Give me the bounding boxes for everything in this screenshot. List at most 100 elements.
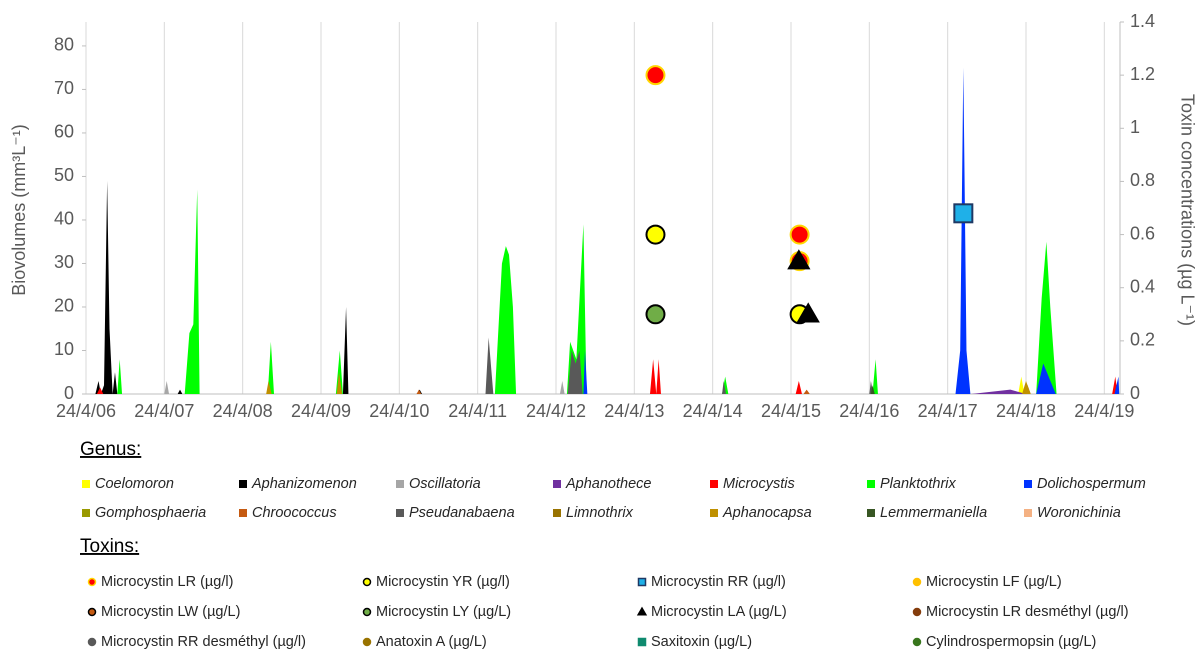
legend-marker xyxy=(362,577,372,587)
toxin-point xyxy=(953,203,974,224)
legend-label: Microcystis xyxy=(723,476,795,492)
legend-swatch xyxy=(396,480,404,488)
legend-swatch xyxy=(553,480,561,488)
legend-label: Aphanocapsa xyxy=(722,505,812,521)
legend-swatch xyxy=(396,509,404,517)
legend-marker xyxy=(912,607,922,617)
area xyxy=(870,385,875,394)
legend-swatch xyxy=(1024,480,1032,488)
legend-label: Planktothrix xyxy=(880,476,957,492)
y-tick-label: 0 xyxy=(64,383,74,403)
legend-label: Microcystin LY (µg/L) xyxy=(376,604,511,620)
x-tick-label: 24/4/12 xyxy=(526,401,586,421)
legend-title: Toxins: xyxy=(80,536,139,557)
legend-swatch xyxy=(1024,509,1032,517)
area xyxy=(95,180,423,394)
legend-label: Microcystin YR (µg/l) xyxy=(376,574,510,590)
legend-swatch xyxy=(553,509,561,517)
y2-tick-label: 0.6 xyxy=(1130,223,1155,243)
legend-label: Limnothrix xyxy=(566,505,634,521)
y-tick-label: 20 xyxy=(54,296,74,316)
legend-label: Lemmermaniella xyxy=(880,505,987,521)
legend-marker xyxy=(637,577,647,587)
area xyxy=(266,372,1031,394)
legend-label: Woronichinia xyxy=(1037,505,1121,521)
legend-swatch xyxy=(82,480,90,488)
legend-label: Coelomoron xyxy=(95,476,174,492)
x-tick-label: 24/4/17 xyxy=(918,401,978,421)
toxin-point xyxy=(645,65,666,86)
legend-marker xyxy=(912,637,922,647)
x-tick-label: 24/4/10 xyxy=(369,401,429,421)
y-tick-label: 80 xyxy=(54,35,74,55)
legend-label: Microcystin LA (µg/L) xyxy=(651,604,787,620)
x-tick-label: 24/4/11 xyxy=(448,401,507,421)
x-tick-label: 24/4/06 xyxy=(56,401,116,421)
legend-swatch xyxy=(710,480,718,488)
legend-marker xyxy=(912,577,922,587)
toxin-point xyxy=(787,249,811,270)
legend-label: Aphanizomenon xyxy=(251,476,357,492)
legend-marker xyxy=(87,637,97,647)
toxin-point xyxy=(796,302,820,323)
legend-marker xyxy=(87,577,97,587)
legend-title: Genus: xyxy=(80,439,141,460)
legend-label: Microcystin LR (µg/l) xyxy=(101,574,233,590)
y-tick-label: 50 xyxy=(54,165,74,185)
legend-label: Cylindrospermopsin (µg/L) xyxy=(926,634,1096,650)
legend-label: Aphanothece xyxy=(565,476,651,492)
x-tick-label: 24/4/07 xyxy=(134,401,194,421)
y2-tick-label: 0 xyxy=(1130,383,1140,403)
y2-tick-label: 0.4 xyxy=(1130,276,1155,296)
legend-swatch xyxy=(239,509,247,517)
legend-label: Microcystin LW (µg/L) xyxy=(101,604,240,620)
y-tick-label: 30 xyxy=(54,252,74,272)
legend-marker xyxy=(637,637,647,647)
x-tick-label: 24/4/13 xyxy=(604,401,664,421)
y2-tick-label: 1 xyxy=(1130,117,1140,137)
legend-marker xyxy=(636,606,648,616)
area xyxy=(485,337,874,394)
legend-label: Microcystin RR desméthyl (µg/l) xyxy=(101,634,306,650)
y-tick-label: 10 xyxy=(54,339,74,359)
y2-tick-label: 1.4 xyxy=(1130,11,1155,31)
y-tick-label: 60 xyxy=(54,122,74,142)
toxin-point xyxy=(789,224,810,245)
legend-swatch xyxy=(239,480,247,488)
legend-label: Saxitoxin (µg/L) xyxy=(651,634,752,650)
legend-label: Dolichospermum xyxy=(1037,476,1146,492)
x-tick-label: 24/4/08 xyxy=(213,401,273,421)
legend-label: Anatoxin A (µg/L) xyxy=(376,634,487,650)
y2-tick-label: 0.8 xyxy=(1130,170,1155,190)
legend-label: Chroococcus xyxy=(252,505,337,521)
area xyxy=(971,389,1026,394)
x-tick-label: 24/4/14 xyxy=(683,401,743,421)
x-tick-label: 24/4/19 xyxy=(1074,401,1134,421)
y2-tick-label: 0.2 xyxy=(1130,330,1155,350)
y2-axis-label: Toxin concentrations (µg L⁻¹) xyxy=(1177,94,1197,326)
y-axis-label: Biovolumes (mm³L⁻¹) xyxy=(9,124,29,296)
x-tick-label: 24/4/16 xyxy=(839,401,899,421)
legend-swatch xyxy=(82,509,90,517)
y-tick-label: 40 xyxy=(54,209,74,229)
area xyxy=(1018,376,1025,394)
x-tick-label: 24/4/15 xyxy=(761,401,821,421)
legend-marker xyxy=(362,637,372,647)
area xyxy=(117,189,1057,394)
legend-label: Gomphosphaeria xyxy=(95,505,206,521)
y2-tick-label: 1.2 xyxy=(1130,64,1155,84)
legend-label: Microcystin LF (µg/L) xyxy=(926,574,1062,590)
legend-swatch xyxy=(867,480,875,488)
legend-label: Microcystin LR desméthyl (µg/l) xyxy=(926,604,1129,620)
legend-label: Pseudanabaena xyxy=(409,505,515,521)
legend-label: Oscillatoria xyxy=(409,476,481,492)
legend-swatch xyxy=(710,509,718,517)
legend-marker xyxy=(362,607,372,617)
toxin-point xyxy=(645,304,666,325)
area xyxy=(416,389,810,394)
toxin-point xyxy=(645,224,666,245)
x-tick-label: 24/4/09 xyxy=(291,401,351,421)
legend-marker xyxy=(87,607,97,617)
legend-swatch xyxy=(867,509,875,517)
